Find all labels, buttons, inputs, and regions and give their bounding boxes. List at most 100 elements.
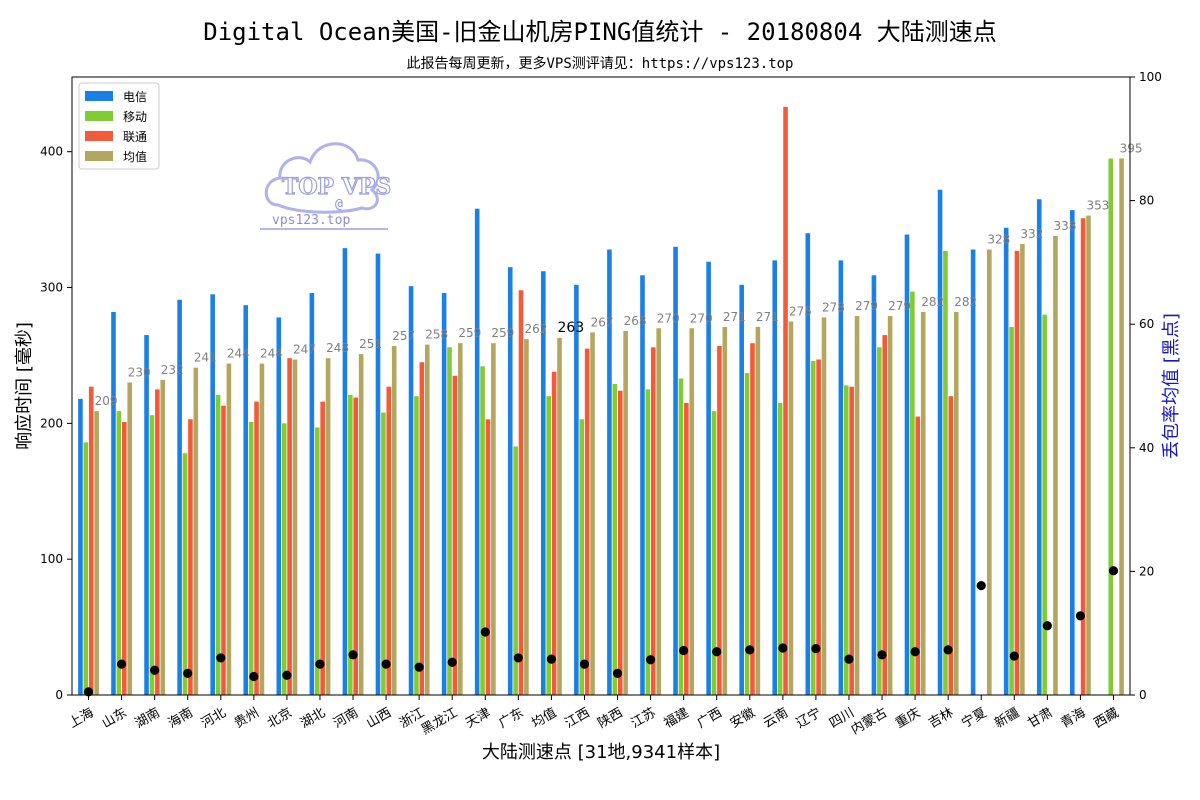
bar-电信-河北 xyxy=(210,294,215,695)
bar-电信-海南 xyxy=(177,299,182,695)
watermark-at: @ xyxy=(335,197,343,212)
avg-label-重庆: 282 xyxy=(921,295,944,309)
x-tick-label-安徽: 安徽 xyxy=(728,705,758,731)
bar-电信-重庆 xyxy=(904,234,910,696)
bar-联通-广西 xyxy=(717,345,722,695)
avg-label-江苏: 270 xyxy=(657,311,680,325)
loss-dot-四川 xyxy=(844,654,854,664)
y2-tick-label: 40 xyxy=(1139,441,1154,455)
bar-均值-吉林 xyxy=(953,311,959,695)
avg-label-贵州: 244 xyxy=(260,347,283,361)
chart-title: Digital Ocean美国-旧金山机房PING值统计 - 20180804 … xyxy=(203,18,997,46)
bar-移动-福建 xyxy=(678,378,684,695)
bar-联通-安徽 xyxy=(750,343,755,695)
bar-移动-山西 xyxy=(381,412,386,695)
bar-移动-江西 xyxy=(579,419,585,695)
bar-电信-宁夏 xyxy=(970,249,976,695)
avg-label-均值: 263 xyxy=(558,320,585,336)
bar-均值-上海 xyxy=(94,411,99,695)
bar-电信-湖南 xyxy=(144,335,149,695)
x-tick-label-海南: 海南 xyxy=(165,705,196,732)
y2-tick-label: 20 xyxy=(1139,564,1154,578)
bar-电信-陕西 xyxy=(607,249,612,695)
bar-联通-四川 xyxy=(849,386,854,695)
bar-均值-辽宁 xyxy=(821,317,827,695)
y-tick-label: 400 xyxy=(40,145,63,159)
bar-移动-黑龙江 xyxy=(447,347,452,695)
avg-label-宁夏: 328 xyxy=(987,232,1010,246)
loss-dot-安徽 xyxy=(745,645,755,655)
y-axis-right: 0 20 40 60 80 100 xyxy=(1130,70,1162,702)
x-tick-label-山东: 山东 xyxy=(100,705,130,731)
legend-box xyxy=(78,82,160,170)
avg-label-上海: 209 xyxy=(95,394,118,408)
loss-dot-浙江 xyxy=(414,662,424,672)
avg-label-海南: 241 xyxy=(194,351,217,365)
bar-联通-河北 xyxy=(221,405,226,695)
bar-移动-海南 xyxy=(182,453,188,695)
loss-dot-上海 xyxy=(83,687,94,697)
bar-移动-辽宁 xyxy=(810,360,816,695)
bar-电信-青海 xyxy=(1070,210,1075,695)
bar-电信-天津 xyxy=(474,208,480,695)
avg-label-河北: 244 xyxy=(227,347,250,361)
avg-label-四川: 279 xyxy=(855,299,878,313)
bar-均值-黑龙江 xyxy=(458,343,463,695)
bar-联通-海南 xyxy=(188,419,193,695)
x-tick-label-江苏: 江苏 xyxy=(628,705,659,732)
bar-联通-北京 xyxy=(287,358,292,695)
bar-电信-内蒙古 xyxy=(871,275,877,695)
loss-dot-青海 xyxy=(1075,611,1086,621)
loss-dot-北京 xyxy=(282,670,292,680)
bar-联通-山西 xyxy=(386,386,392,695)
bar-电信-广东 xyxy=(507,267,513,695)
bar-均值-陕西 xyxy=(623,330,628,695)
x-axis-title: 大陆测速点 [31地,9341样本] xyxy=(482,742,720,763)
bar-联通-重庆 xyxy=(915,416,921,695)
y2-axis-title: 丢包率均值 [黑点] xyxy=(1161,313,1182,459)
bar-均值-湖南 xyxy=(160,379,166,695)
loss-dot-河南 xyxy=(348,650,358,660)
bar-移动-甘肃 xyxy=(1042,314,1047,695)
x-tick-label-河南: 河南 xyxy=(331,705,362,732)
bar-电信-上海 xyxy=(78,398,83,695)
bar-联通-均值 xyxy=(551,371,557,695)
bar-均值-广东 xyxy=(524,339,529,695)
x-tick-label-湖北: 湖北 xyxy=(298,705,328,731)
bar-均值-江苏 xyxy=(656,328,661,695)
x-tick-label-河北: 河北 xyxy=(199,705,229,731)
avg-label-甘肃: 338 xyxy=(1053,219,1076,233)
cloud-icon xyxy=(264,142,380,214)
avg-label-天津: 259 xyxy=(491,326,514,340)
bar-移动-四川 xyxy=(843,385,849,695)
loss-dot-甘肃 xyxy=(1042,621,1052,631)
x-tick-label-西藏: 西藏 xyxy=(1091,705,1121,731)
y-axis-title: 响应时间 [毫秒] xyxy=(14,322,35,450)
legend-swatch-移动 xyxy=(85,111,113,121)
bar-电信-福建 xyxy=(673,246,678,695)
x-tick-label-均值: 均值 xyxy=(529,705,560,732)
loss-dot-湖南 xyxy=(150,665,160,675)
loss-dot-天津 xyxy=(480,627,490,637)
x-tick-label-山西: 山西 xyxy=(364,705,394,731)
avg-label-福建: 270 xyxy=(690,311,713,325)
bar-联通-广东 xyxy=(518,290,524,695)
y-axis-left: 0 100 200 300 400 xyxy=(40,145,72,702)
bar-电信-广西 xyxy=(706,261,711,695)
legend-swatch-电信 xyxy=(85,91,113,101)
avg-label-内蒙古: 279 xyxy=(888,299,911,313)
bar-联通-内蒙古 xyxy=(882,335,888,695)
x-tick-label-福建: 福建 xyxy=(662,705,692,731)
x-tick-label-陕西: 陕西 xyxy=(596,705,626,731)
bar-移动-天津 xyxy=(480,366,485,695)
bar-联通-上海 xyxy=(88,386,94,695)
bar-移动-云南 xyxy=(777,402,783,695)
bar-电信-浙江 xyxy=(408,286,414,695)
loss-dot-山东 xyxy=(116,659,127,669)
loss-dot-湖北 xyxy=(315,659,325,669)
bar-移动-河南 xyxy=(348,394,353,695)
bar-移动-江苏 xyxy=(645,389,651,695)
bar-电信-甘肃 xyxy=(1036,199,1042,695)
bar-电信-安徽 xyxy=(739,284,744,695)
bar-电信-北京 xyxy=(276,317,282,695)
